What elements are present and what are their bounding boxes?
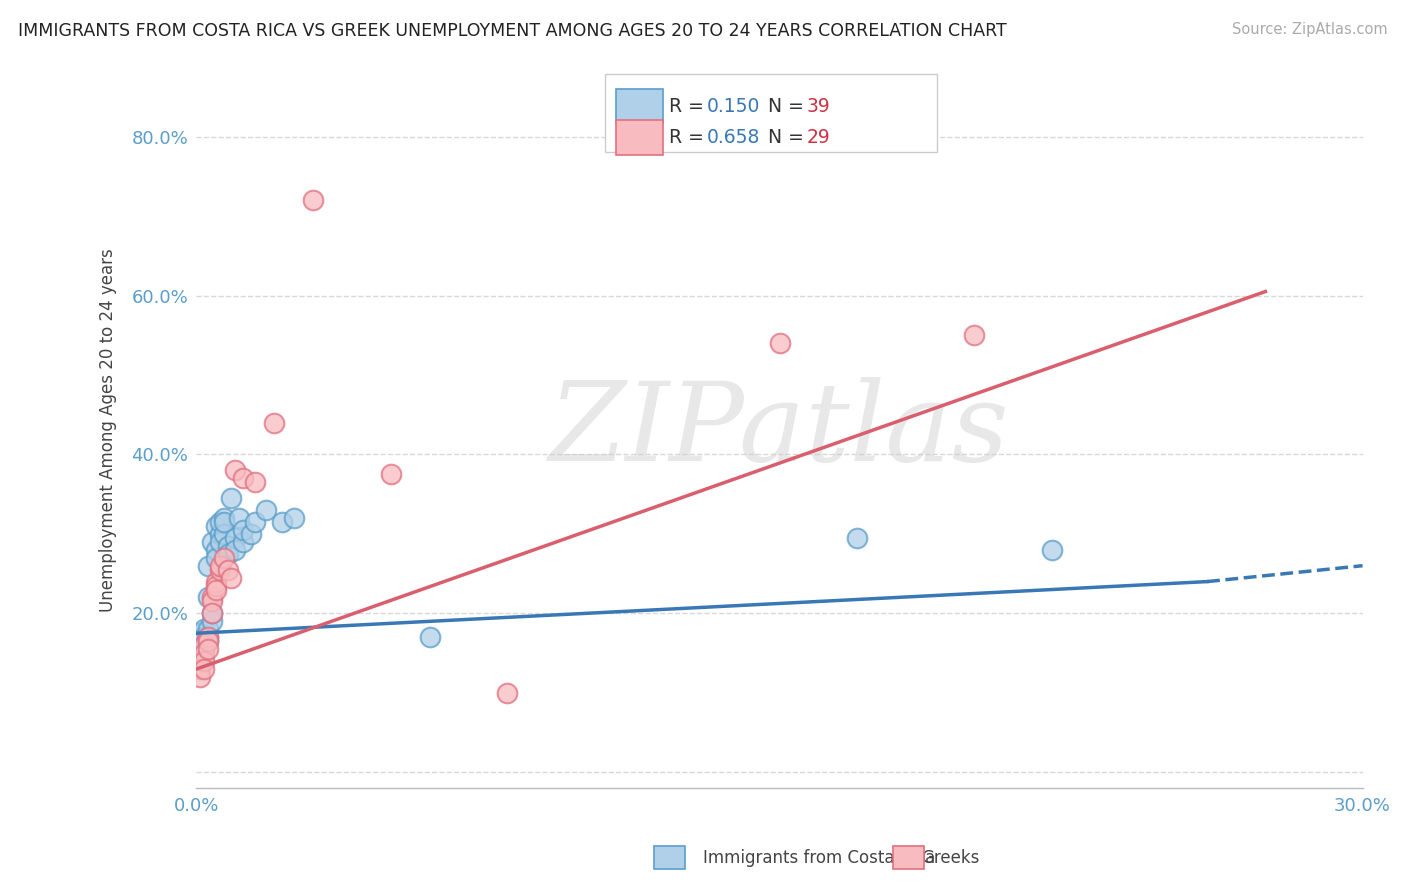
Point — [205, 574, 228, 589]
FancyBboxPatch shape — [605, 74, 936, 152]
Point — [283, 511, 305, 525]
Text: R =: R = — [669, 96, 710, 116]
Text: ZIPatlas: ZIPatlas — [550, 376, 1010, 484]
Point — [846, 531, 869, 545]
Point — [197, 630, 219, 644]
FancyBboxPatch shape — [893, 846, 924, 869]
Point — [208, 534, 231, 549]
Text: Greeks: Greeks — [921, 849, 980, 867]
Point — [193, 642, 215, 657]
Point — [419, 630, 441, 644]
Text: 0.150: 0.150 — [707, 96, 761, 116]
Point — [232, 523, 254, 537]
Point — [188, 634, 211, 648]
Point — [221, 491, 243, 505]
Point — [212, 515, 235, 529]
Text: 39: 39 — [806, 96, 830, 116]
Point — [1040, 542, 1063, 557]
Point — [224, 531, 246, 545]
Point — [208, 563, 231, 577]
Point — [232, 534, 254, 549]
Point — [188, 654, 211, 668]
Text: N =: N = — [768, 96, 810, 116]
Point — [302, 193, 325, 207]
Text: 0.658: 0.658 — [707, 128, 761, 147]
Y-axis label: Unemployment Among Ages 20 to 24 years: Unemployment Among Ages 20 to 24 years — [100, 249, 117, 613]
Text: R =: R = — [669, 128, 710, 147]
Text: N =: N = — [768, 128, 810, 147]
Point — [205, 582, 228, 597]
Point — [188, 670, 211, 684]
Point — [212, 550, 235, 565]
Point — [193, 646, 215, 660]
Point — [263, 416, 285, 430]
Point — [205, 519, 228, 533]
Text: IMMIGRANTS FROM COSTA RICA VS GREEK UNEMPLOYMENT AMONG AGES 20 TO 24 YEARS CORRE: IMMIGRANTS FROM COSTA RICA VS GREEK UNEM… — [18, 22, 1007, 40]
Text: 29: 29 — [806, 128, 830, 147]
Point — [208, 515, 231, 529]
Point — [496, 686, 519, 700]
Point — [205, 578, 228, 592]
Point — [197, 630, 219, 644]
Point — [380, 467, 402, 482]
Point — [271, 515, 294, 529]
Point — [221, 571, 243, 585]
Point — [193, 630, 215, 644]
Point — [963, 328, 986, 343]
FancyBboxPatch shape — [616, 89, 662, 123]
Point — [193, 638, 215, 652]
Point — [201, 607, 224, 621]
Point — [193, 662, 215, 676]
Point — [197, 642, 219, 657]
Point — [197, 634, 219, 648]
Point — [197, 558, 219, 573]
Point — [212, 511, 235, 525]
Point — [239, 527, 262, 541]
Point — [197, 591, 219, 605]
Point — [217, 563, 239, 577]
Point — [201, 591, 224, 605]
Point — [254, 503, 277, 517]
FancyBboxPatch shape — [654, 846, 685, 869]
Point — [217, 539, 239, 553]
Text: Source: ZipAtlas.com: Source: ZipAtlas.com — [1232, 22, 1388, 37]
Point — [224, 463, 246, 477]
Point — [201, 534, 224, 549]
Point — [188, 662, 211, 676]
Point — [201, 615, 224, 629]
Point — [205, 542, 228, 557]
Point — [193, 654, 215, 668]
Point — [201, 607, 224, 621]
Point — [228, 511, 250, 525]
Point — [208, 527, 231, 541]
Point — [243, 475, 266, 490]
Point — [193, 638, 215, 652]
Point — [205, 550, 228, 565]
Point — [768, 336, 790, 351]
Point — [212, 527, 235, 541]
Text: Immigrants from Costa Rica: Immigrants from Costa Rica — [703, 849, 935, 867]
Point — [217, 547, 239, 561]
Point — [224, 542, 246, 557]
Point — [197, 634, 219, 648]
Point — [193, 622, 215, 636]
Point — [197, 622, 219, 636]
FancyBboxPatch shape — [616, 120, 662, 154]
Point — [208, 558, 231, 573]
Point — [201, 594, 224, 608]
Point — [188, 626, 211, 640]
Point — [243, 515, 266, 529]
Point — [232, 471, 254, 485]
